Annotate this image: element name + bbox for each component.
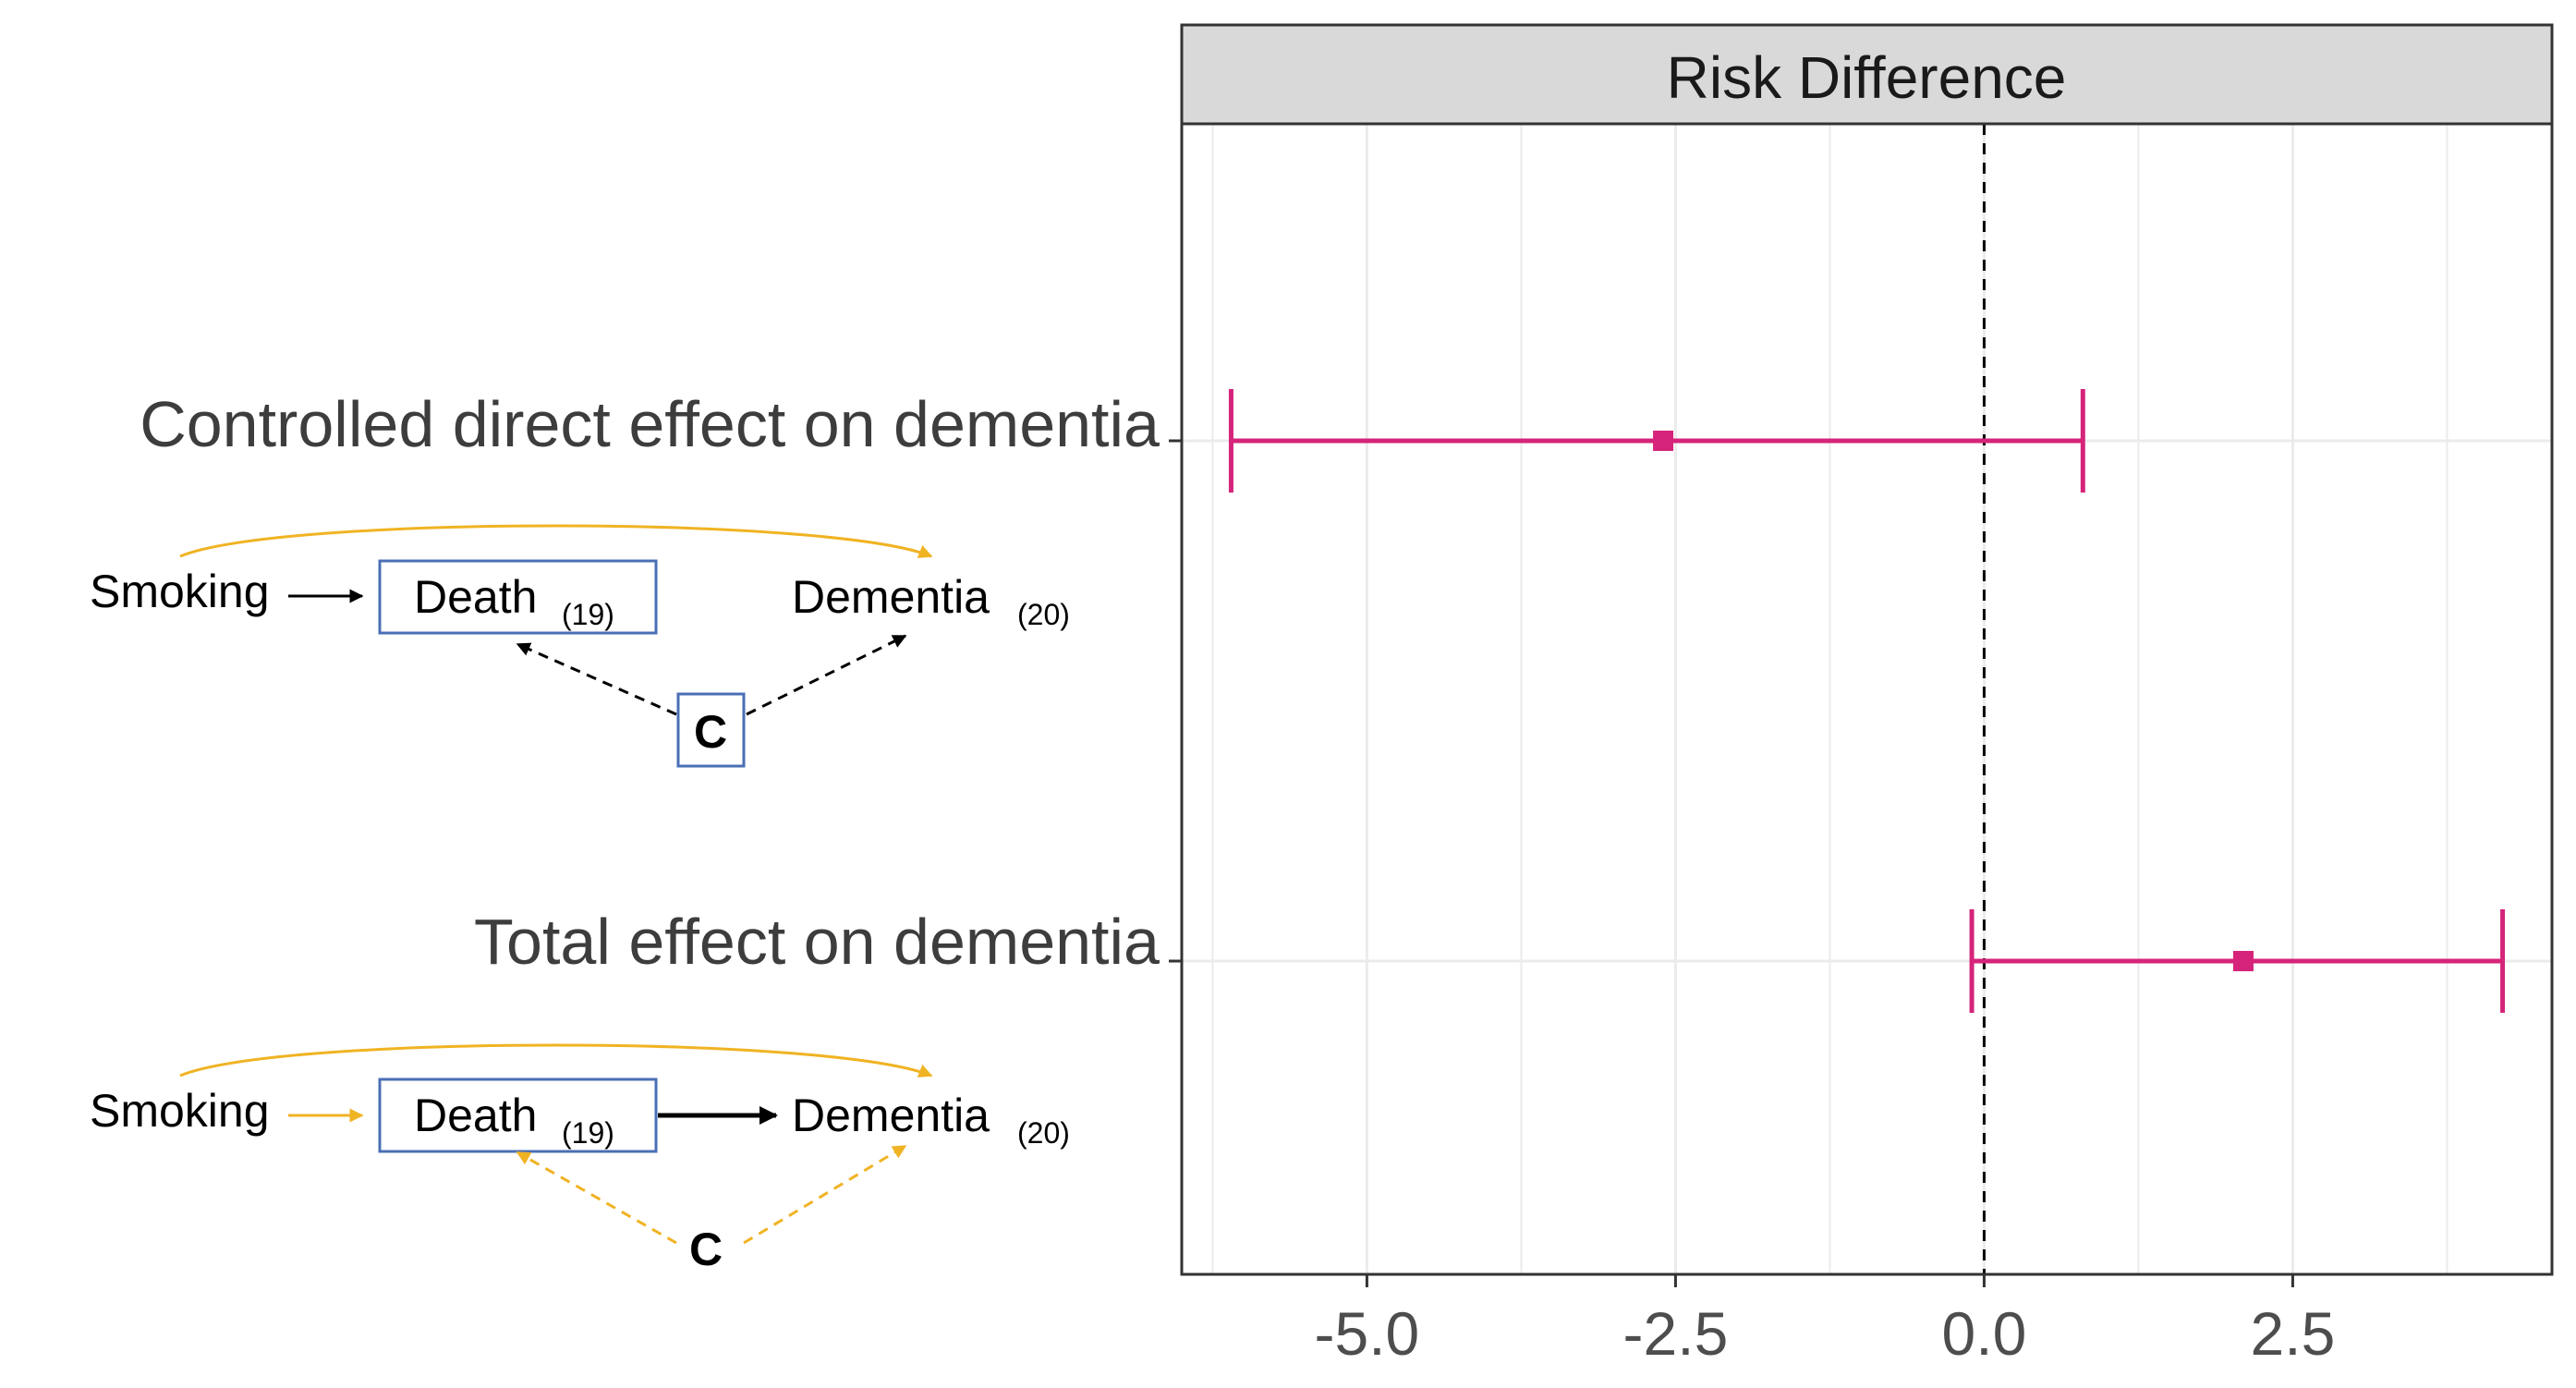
outcome-label: Dementia xyxy=(792,571,990,623)
confounder-to-outcome-arrow xyxy=(746,634,907,716)
outcome-reference: (20) xyxy=(1017,598,1070,631)
y-axis-ticks xyxy=(1169,439,1182,963)
chart-marks xyxy=(1228,389,2506,1013)
x-axis-ticks: -5.0 -2.5 0.0 2.5 xyxy=(1315,1274,2336,1368)
mediator-label: Death xyxy=(414,571,537,623)
row-label-controlled-direct-effect: Controlled direct effect on dementia xyxy=(140,388,1160,460)
mediator-reference: (19) xyxy=(562,1116,614,1150)
facet-strip-title: Risk Difference xyxy=(1667,44,2067,111)
confounder-label: C xyxy=(689,1224,723,1275)
panel-border xyxy=(1180,122,2554,1276)
facet-strip xyxy=(1180,23,2554,126)
x-tick-label: 0.0 xyxy=(1942,1299,2027,1368)
point-estimate xyxy=(1653,431,1674,451)
x-tick-label: 2.5 xyxy=(2251,1299,2336,1368)
outcome-reference: (20) xyxy=(1017,1116,1070,1150)
dag-controlled-direct-effect: Smoking Death (19) Dementia (20) C xyxy=(90,524,1070,768)
outcome-label: Dementia xyxy=(792,1090,990,1141)
mediator-reference: (19) xyxy=(562,598,614,631)
confounder-to-outcome-arrow xyxy=(743,1144,907,1245)
point-estimate xyxy=(2232,951,2254,971)
plot-panel: Risk Difference -5.0 -2.5 0.0 2.5 xyxy=(1169,23,2554,1368)
confounder-to-mediator-arrow xyxy=(516,642,677,716)
mediator-box xyxy=(378,559,658,635)
gridlines xyxy=(1182,124,2552,1274)
confounder-label: C xyxy=(694,706,727,758)
dag-total-effect: Smoking Death (19) Dementia (20) C xyxy=(90,1043,1070,1275)
mediator-label: Death xyxy=(414,1090,537,1141)
row-label-total-effect: Total effect on dementia xyxy=(474,906,1160,978)
exposure-label: Smoking xyxy=(90,566,270,617)
total-path-arc xyxy=(179,524,933,558)
exposure-label: Smoking xyxy=(90,1085,270,1137)
x-tick-label: -5.0 xyxy=(1315,1299,1420,1368)
total-path-arc xyxy=(179,1043,933,1078)
confounder-to-mediator-arrow xyxy=(516,1151,677,1245)
mediator-box xyxy=(378,1078,658,1153)
confounder-box xyxy=(676,692,746,768)
x-tick-label: -2.5 xyxy=(1623,1299,1729,1368)
